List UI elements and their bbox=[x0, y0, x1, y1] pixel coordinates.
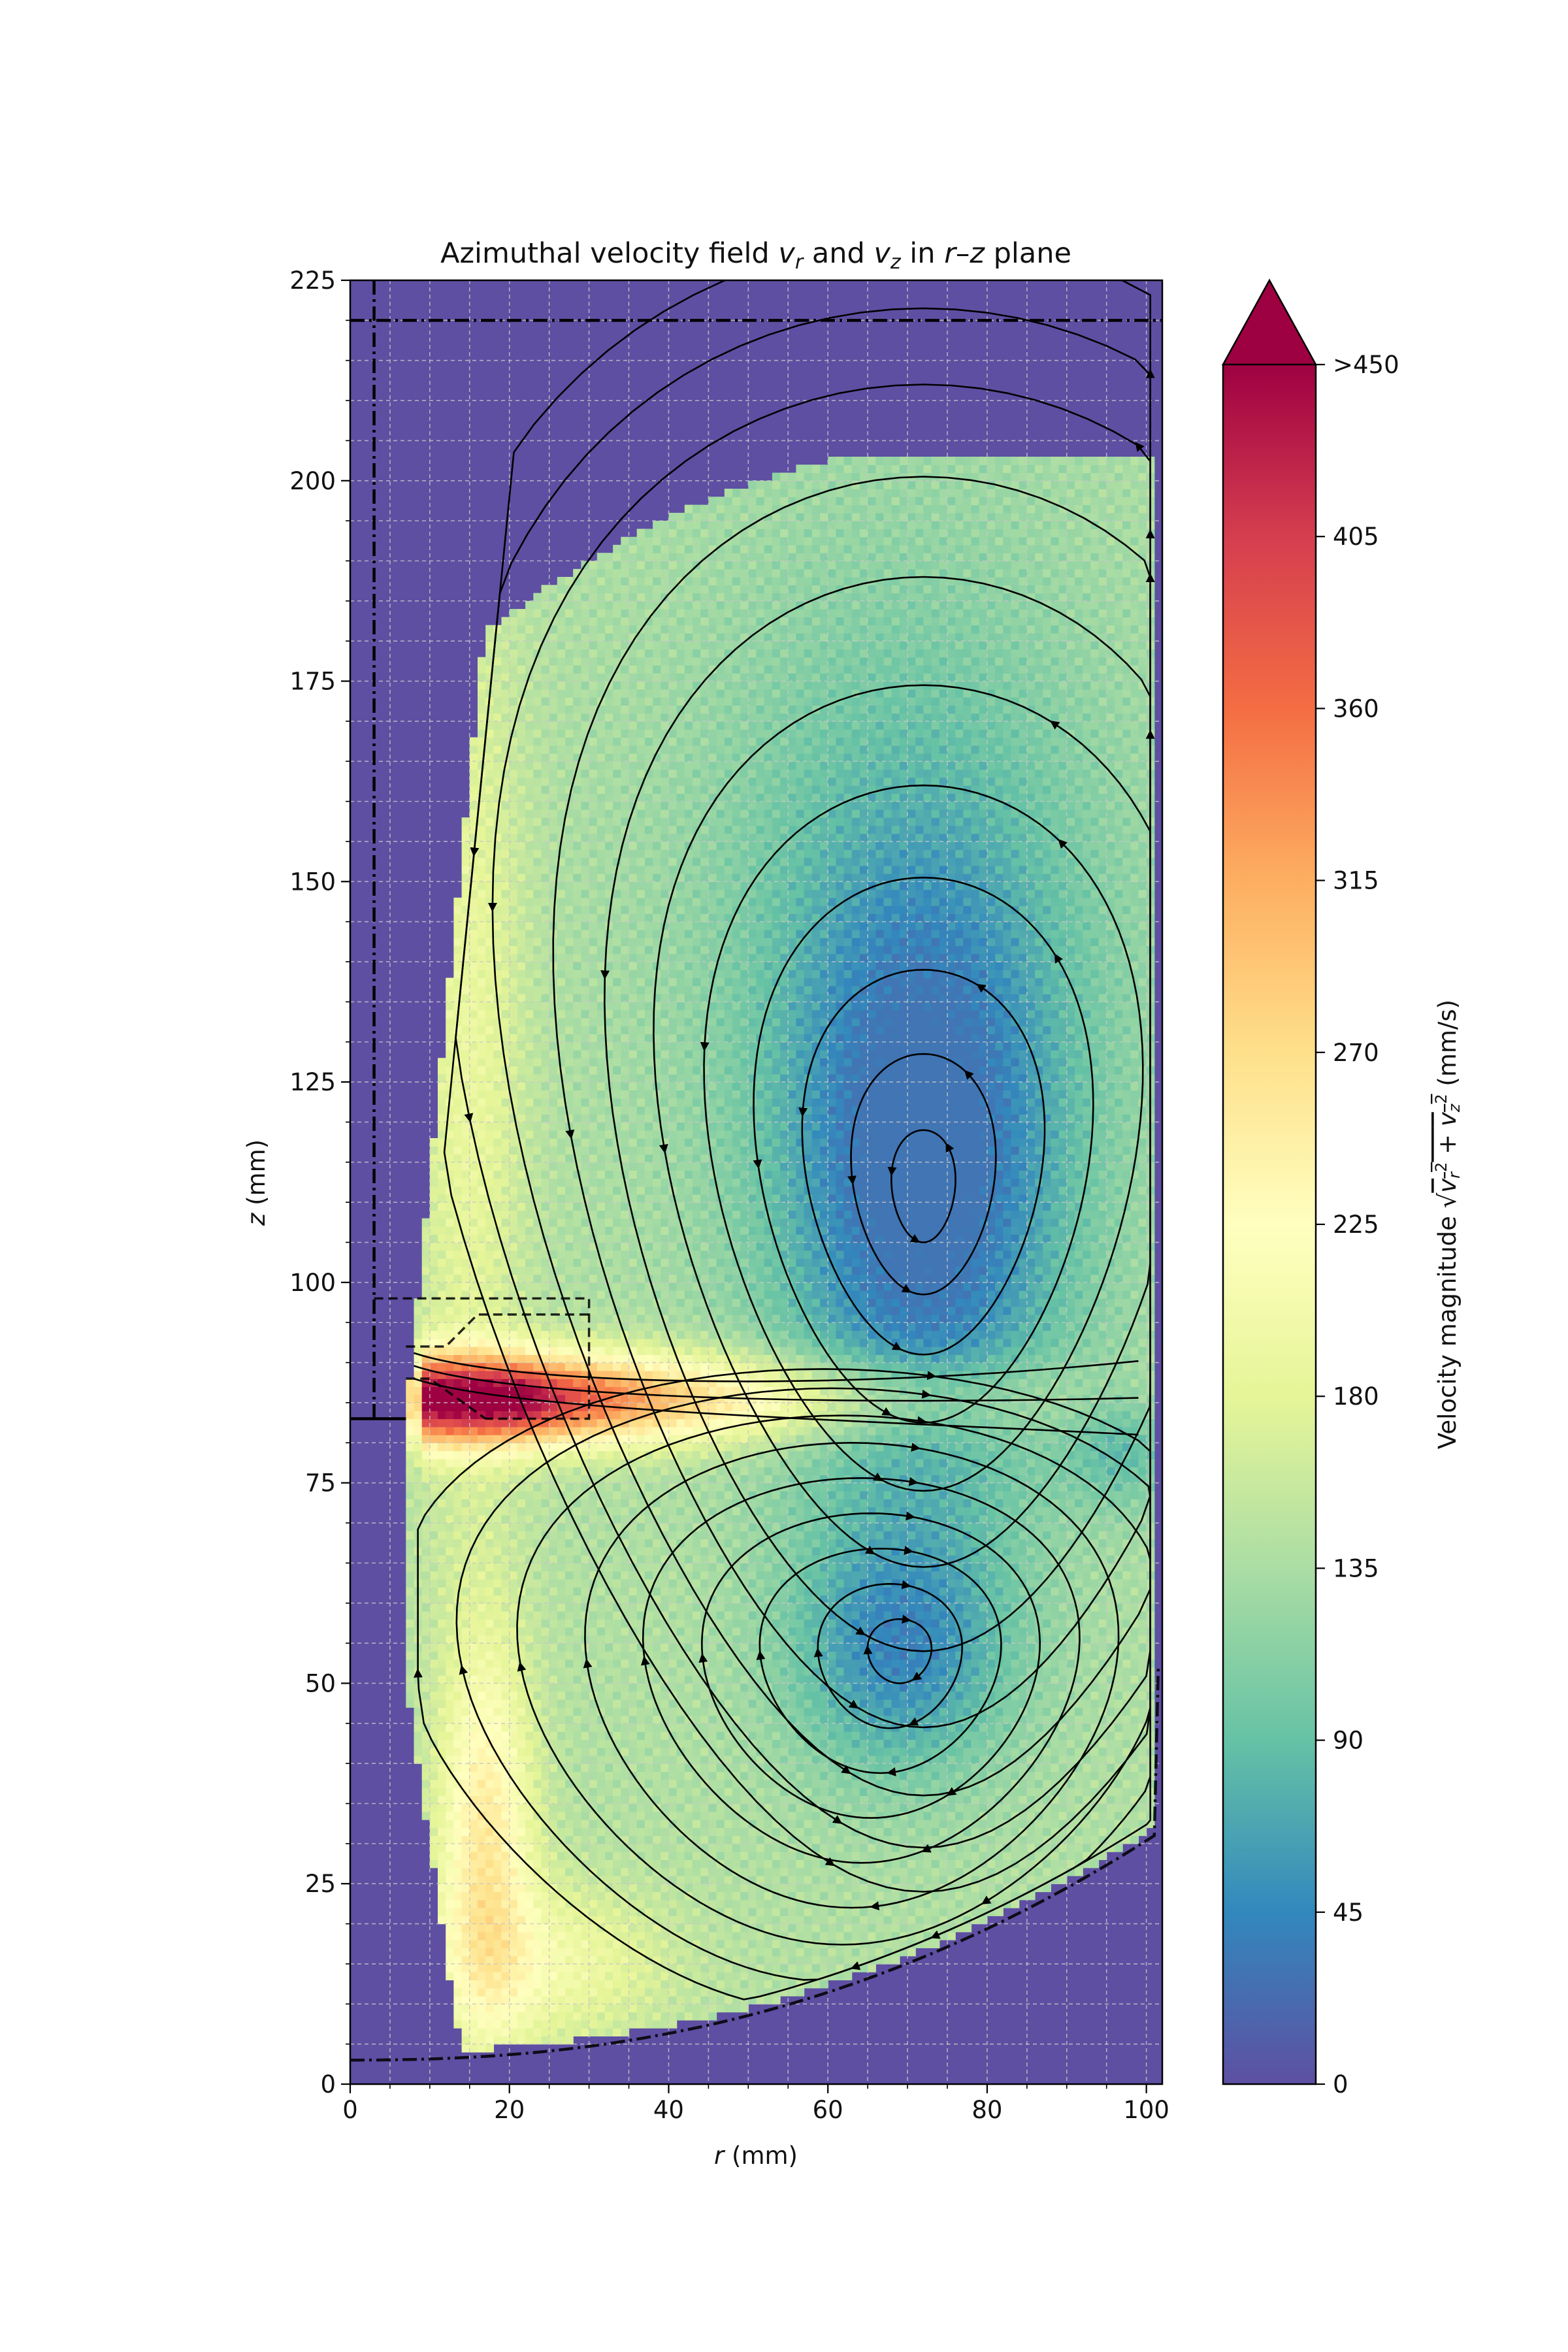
y-tick-label: 100 bbox=[289, 1269, 336, 1297]
plot-frame bbox=[349, 279, 1164, 2085]
x-tick-label: 60 bbox=[813, 2096, 843, 2124]
colorbar-gradient bbox=[1222, 363, 1317, 2085]
x-tick-label: 0 bbox=[342, 2096, 358, 2124]
y-tick-label: 25 bbox=[305, 1870, 336, 1898]
y-tick-label: 75 bbox=[305, 1469, 336, 1497]
y-tick-label: 125 bbox=[289, 1068, 336, 1096]
x-axis: 0 20 40 60 80 100 bbox=[342, 2084, 1169, 2124]
grid-lines bbox=[350, 280, 1162, 2084]
y-tick-label: 0 bbox=[320, 2070, 336, 2099]
colorbar-tick-label: 45 bbox=[1333, 1899, 1364, 1927]
colorbar-tick-label: 180 bbox=[1333, 1382, 1379, 1411]
y-axis: 0 25 50 75 100 125 150 175 200 225 bbox=[289, 267, 350, 2099]
y-tick-label: 50 bbox=[305, 1669, 336, 1697]
colorbar-tick-label: 405 bbox=[1333, 523, 1379, 551]
colorbar-tick-label: 315 bbox=[1333, 867, 1379, 895]
streamlines bbox=[413, 280, 1155, 2001]
colorbar-tick-label: 225 bbox=[1333, 1211, 1379, 1239]
y-tick-label: 175 bbox=[289, 668, 336, 696]
y-axis-label: z (mm) bbox=[242, 1139, 270, 1226]
colorbar-tick-label: >450 bbox=[1333, 351, 1399, 379]
colorbar-tick-label: 135 bbox=[1333, 1554, 1379, 1582]
x-tick-label: 100 bbox=[1123, 2096, 1169, 2124]
vessel-geometry bbox=[350, 280, 1162, 2062]
x-axis-label: r (mm) bbox=[714, 2142, 798, 2170]
plot-area bbox=[350, 280, 1162, 2084]
colorbar-tick-label: 90 bbox=[1333, 1727, 1364, 1755]
colorbar-tick-label: 270 bbox=[1333, 1039, 1379, 1067]
colorbar-extend-arrow bbox=[1221, 278, 1318, 366]
colorbar-ticks: 0 45 90 135 180 225 270 315 360 405 >450 bbox=[1316, 351, 1399, 2099]
y-tick-label: 150 bbox=[289, 868, 336, 896]
x-tick-label: 40 bbox=[653, 2096, 684, 2124]
colorbar-tick-label: 0 bbox=[1333, 2070, 1348, 2099]
x-tick-label: 80 bbox=[972, 2096, 1002, 2124]
colorbar-tick-label: 360 bbox=[1333, 694, 1379, 723]
colorbar: 0 45 90 135 180 225 270 315 360 405 >450 Velocity … bbox=[1221, 278, 1463, 2099]
y-tick-label: 225 bbox=[289, 267, 336, 295]
colorbar-label: Velocity magnitude √vr2 + vz2 (mm/s) bbox=[1432, 1000, 1463, 1449]
chart-title: Azimuthal velocity field vr and vz in r–… bbox=[440, 237, 1071, 274]
y-tick-label: 200 bbox=[289, 467, 336, 495]
x-tick-label: 20 bbox=[494, 2096, 525, 2124]
